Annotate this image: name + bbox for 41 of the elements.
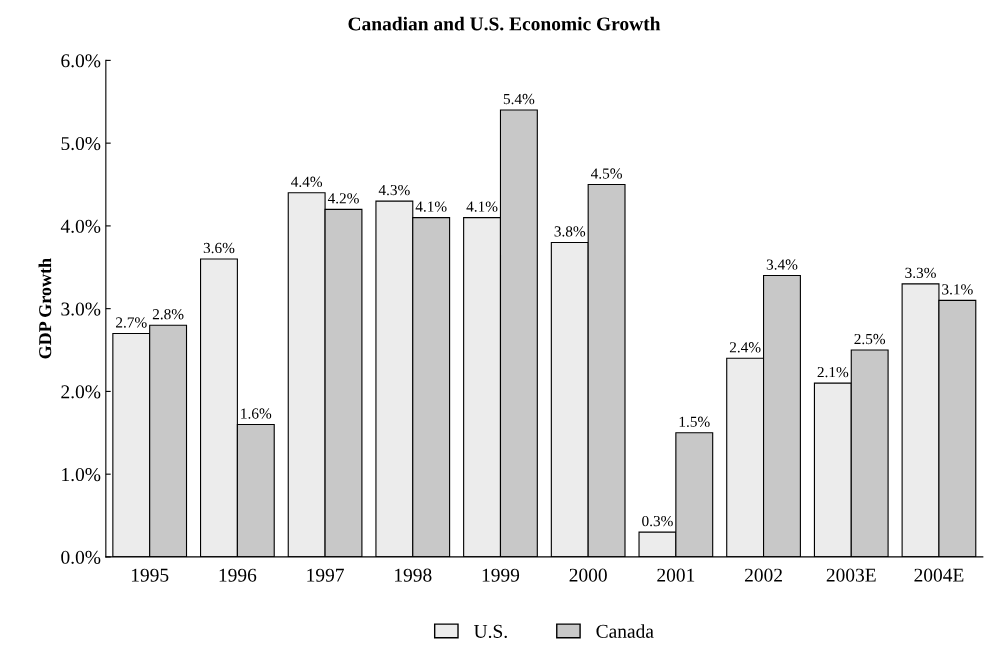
legend-label: Canada bbox=[596, 624, 654, 638]
data-label: 2.8% bbox=[152, 309, 184, 320]
x-tick-label: 2000 bbox=[569, 568, 607, 582]
data-label: 0.3% bbox=[642, 515, 673, 527]
data-label: 4.1% bbox=[466, 201, 498, 212]
y-tick-label: 2.0% bbox=[61, 385, 101, 399]
data-label: 4.2% bbox=[327, 193, 359, 204]
data-label: 3.3% bbox=[905, 267, 936, 279]
data-label: 4.4% bbox=[291, 176, 323, 187]
data-label: 2.1% bbox=[817, 366, 849, 378]
x-tick-label: 2001 bbox=[657, 568, 695, 582]
x-tick-label: 1997 bbox=[307, 568, 344, 582]
y-tick-label: 0.0% bbox=[61, 550, 101, 564]
y-axis-title: GDP Growth bbox=[38, 258, 52, 359]
chart-title: Canadian and U.S. Economic Growth bbox=[348, 16, 661, 31]
data-label: 3.1% bbox=[942, 284, 973, 295]
data-label: 3.6% bbox=[203, 242, 235, 254]
data-label: 1.6% bbox=[241, 408, 272, 419]
legend-label: U.S. bbox=[473, 624, 507, 638]
data-label: 3.8% bbox=[554, 226, 586, 237]
data-label: 5.4% bbox=[503, 93, 535, 105]
x-tick-label: 1999 bbox=[482, 568, 520, 582]
y-tick-label: 3.0% bbox=[61, 302, 101, 316]
x-tick-label: 1998 bbox=[395, 568, 432, 582]
y-tick-label: 6.0% bbox=[61, 54, 101, 68]
y-tick-label: 1.0% bbox=[62, 467, 101, 482]
data-label: 4.3% bbox=[378, 184, 410, 196]
data-label: 4.5% bbox=[590, 168, 622, 179]
data-label: 2.7% bbox=[116, 317, 147, 328]
x-tick-label: 2004E bbox=[914, 568, 964, 582]
data-label: 1.5% bbox=[679, 416, 710, 427]
x-tick-label: 1996 bbox=[219, 568, 257, 582]
y-tick-label: 5.0% bbox=[61, 136, 101, 151]
data-label: 2.4% bbox=[729, 342, 761, 353]
data-label: 2.5% bbox=[854, 333, 886, 345]
data-label: 4.1% bbox=[415, 201, 447, 212]
y-tick-label: 4.0% bbox=[60, 219, 101, 233]
x-tick-label: 1995 bbox=[131, 568, 169, 582]
data-label: 3.4% bbox=[766, 259, 798, 270]
x-tick-label: 2003E bbox=[826, 568, 876, 582]
x-tick-label: 2002 bbox=[744, 568, 782, 582]
